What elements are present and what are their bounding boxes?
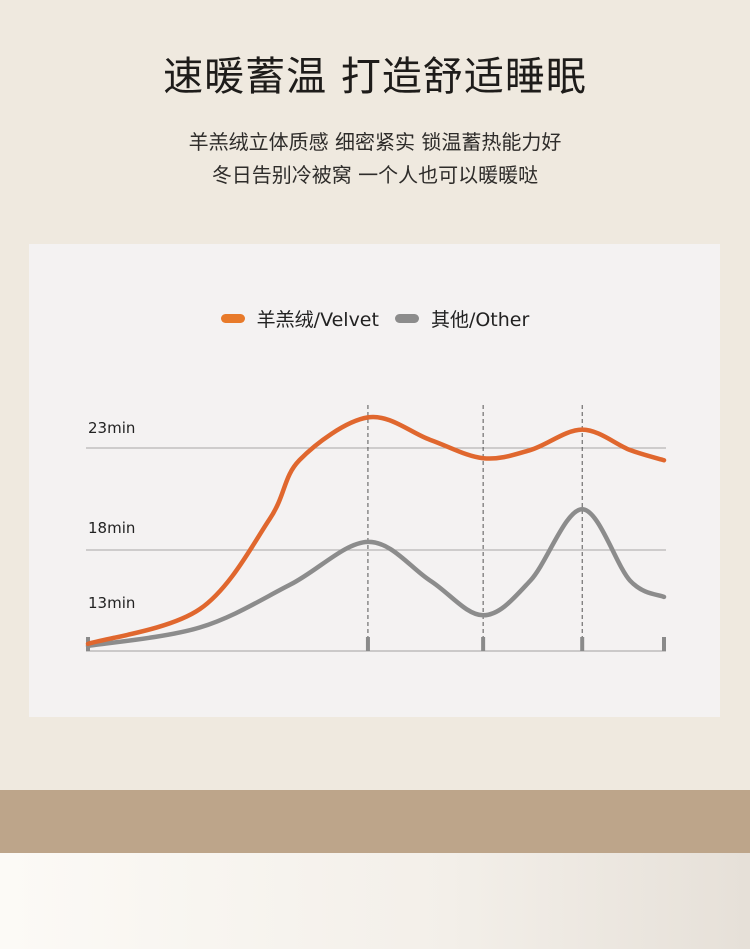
y-tick-label-23: 23min — [88, 419, 135, 437]
y-tick-label-18: 18min — [88, 519, 135, 537]
legend-swatch-velvet — [220, 314, 245, 323]
x-tick — [662, 637, 666, 651]
x-tick — [365, 637, 370, 651]
subtitle-line-1: 羊羔绒立体质感 细密紧实 锁温蓄热能力好 — [188, 130, 562, 154]
x-tick — [481, 637, 486, 651]
y-tick-label-13: 13min — [88, 594, 135, 612]
legend-item-other: 其他/Other — [394, 305, 530, 332]
series-line-velvet — [85, 414, 667, 647]
x-tick — [580, 637, 585, 651]
legend-swatch-other — [394, 314, 419, 323]
series-line-other — [85, 506, 667, 649]
chart-legend: 羊羔绒/Velvet 其他/Other — [0, 305, 750, 332]
legend-label-other: 其他/Other — [430, 309, 530, 331]
legend-label-velvet: 羊羔绒/Velvet — [256, 309, 379, 331]
headline: 速暖蓄温 打造舒适睡眠 — [163, 54, 587, 100]
subtitle-line-2: 冬日告别冷被窝 一个人也可以暖暖哒 — [211, 163, 539, 187]
decorative-band — [0, 790, 750, 853]
legend-item-velvet: 羊羔绒/Velvet — [220, 305, 379, 332]
bottom-fabric-area — [0, 853, 750, 949]
